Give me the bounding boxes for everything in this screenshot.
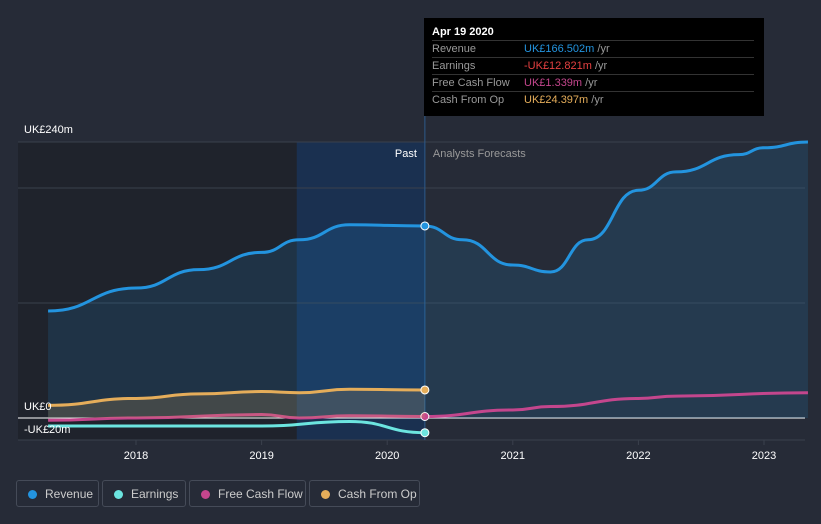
earnings-line [48, 419, 425, 435]
tooltip-label: Revenue [432, 43, 477, 55]
tooltip-label: Cash From Op [432, 94, 505, 106]
revenue-marker [420, 221, 430, 231]
revenue-area [48, 142, 808, 418]
tooltip-row: Revenue UK£166.502m /yr [432, 40, 754, 58]
cash-from-op-marker [420, 385, 430, 395]
tooltip-label: Earnings [432, 60, 476, 72]
tooltip-date: Apr 19 2020 [432, 26, 494, 38]
revenue-line [48, 140, 808, 313]
forecast-label: Analysts Forecasts [433, 148, 526, 160]
legend-label: Free Cash Flow [218, 487, 303, 501]
x-tick-label: 2021 [501, 450, 525, 462]
tooltip-value: UK£24.397m /yr [524, 94, 604, 106]
tooltip-row: Free Cash Flow UK£1.339m /yr [432, 74, 754, 92]
legend-earnings[interactable]: Earnings [102, 480, 186, 507]
tooltip-value: -UK£12.821m /yr [524, 60, 608, 72]
legend-label: Cash From Op [338, 487, 417, 501]
tooltip-value: UK£1.339m /yr [524, 77, 598, 89]
x-tick-label: 2022 [626, 450, 650, 462]
cash-from-op-line [48, 387, 425, 407]
y-tick-label: UK£0 [24, 401, 52, 413]
x-tick-label: 2023 [752, 450, 776, 462]
tooltip: Apr 19 2020 Revenue UK£166.502m /yr Earnin… [424, 18, 764, 116]
legend-dot-icon [201, 490, 210, 499]
legend-dot-icon [321, 490, 330, 499]
x-tick-label: 2018 [124, 450, 148, 462]
x-tick-label: 2020 [375, 450, 399, 462]
tooltip-row: Cash From Op UK£24.397m /yr [432, 91, 754, 109]
legend-dot-icon [114, 490, 123, 499]
tooltip-value: UK£166.502m /yr [524, 43, 610, 55]
x-tick-label: 2019 [249, 450, 273, 462]
legend-label: Earnings [131, 487, 179, 501]
earnings-marker [420, 428, 430, 438]
legend-cash-from-op[interactable]: Cash From Op [309, 480, 420, 507]
legend-revenue[interactable]: Revenue [16, 480, 99, 507]
past-label: Past [395, 148, 417, 160]
y-tick-label: UK£240m [24, 124, 73, 136]
legend-free-cash-flow[interactable]: Free Cash Flow [189, 480, 306, 507]
tooltip-label: Free Cash Flow [432, 77, 510, 89]
tooltip-row: Earnings -UK£12.821m /yr [432, 57, 754, 75]
legend-dot-icon [28, 490, 37, 499]
free-cash-flow-marker [420, 412, 430, 422]
cash-from-op-area [48, 389, 425, 418]
y-tick-label: -UK£20m [24, 424, 70, 436]
legend-label: Revenue [45, 487, 94, 501]
